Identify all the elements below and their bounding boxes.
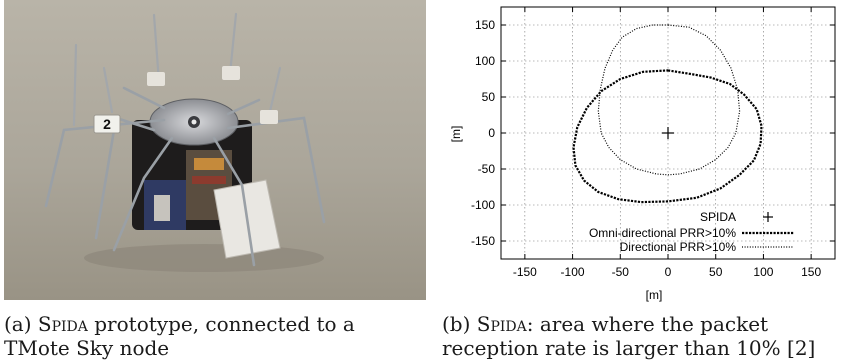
x-tick-label: 50 <box>709 265 723 279</box>
omni-directional-prr-10-curve <box>572 69 763 204</box>
y-axis-label: [m] <box>449 126 463 143</box>
y-tick-label: 100 <box>475 54 495 68</box>
caption-a: (a) Spida prototype, connected to a TMot… <box>4 312 424 360</box>
directional-prr-10-curve <box>597 24 741 176</box>
caption-a-text: prototype, connected to a TMote Sky node <box>4 312 355 360</box>
x-tick-label: 100 <box>753 265 773 279</box>
reception-area-chart: -150 -100 -50 0 50 100 150 -150 -100 -50 0 50 100 150… <box>449 6 836 302</box>
legend-label-directional-prr-10: Directional PRR>10% <box>620 240 737 254</box>
x-tick-label: 0 <box>665 265 672 279</box>
y-tick-label: 0 <box>488 126 495 140</box>
plot-series <box>572 24 763 204</box>
axis-ticks: -150 -100 -50 0 50 100 150 -150 -100 -50 0 50 100 150 <box>471 7 835 279</box>
x-tick-label: -150 <box>513 265 537 279</box>
y-tick-label: -50 <box>478 162 496 176</box>
y-tick-label: -100 <box>471 198 495 212</box>
chart-legend: SPIDA Omni-directional PRR>10%Directional… <box>589 210 794 254</box>
legend-label-omni-directional-prr-10: Omni-directional PRR>10% <box>589 226 736 240</box>
x-axis-label: [m] <box>646 288 663 302</box>
x-tick-label: 150 <box>801 265 821 279</box>
caption-b-name: Spida <box>476 312 527 336</box>
x-tick-label: -50 <box>612 265 630 279</box>
caption-b-text: : area where the packet reception rate i… <box>442 312 816 360</box>
caption-a-name: Spida <box>37 312 88 336</box>
y-tick-label: -150 <box>471 234 495 248</box>
x-tick-label: -100 <box>561 265 585 279</box>
y-tick-label: 50 <box>482 90 496 104</box>
caption-b: (b) Spida: area where the packet recepti… <box>442 312 846 360</box>
caption-b-prefix: (b) <box>442 312 477 336</box>
photo-label-tag: 2 <box>103 116 111 132</box>
spida-prototype-photo: 2 <box>4 0 426 300</box>
caption-a-prefix: (a) <box>4 312 38 336</box>
legend-label-spida: SPIDA <box>700 210 736 224</box>
y-tick-label: 150 <box>475 18 495 32</box>
spida-location-marker <box>662 127 674 139</box>
legend-swatch-spida <box>763 212 773 222</box>
